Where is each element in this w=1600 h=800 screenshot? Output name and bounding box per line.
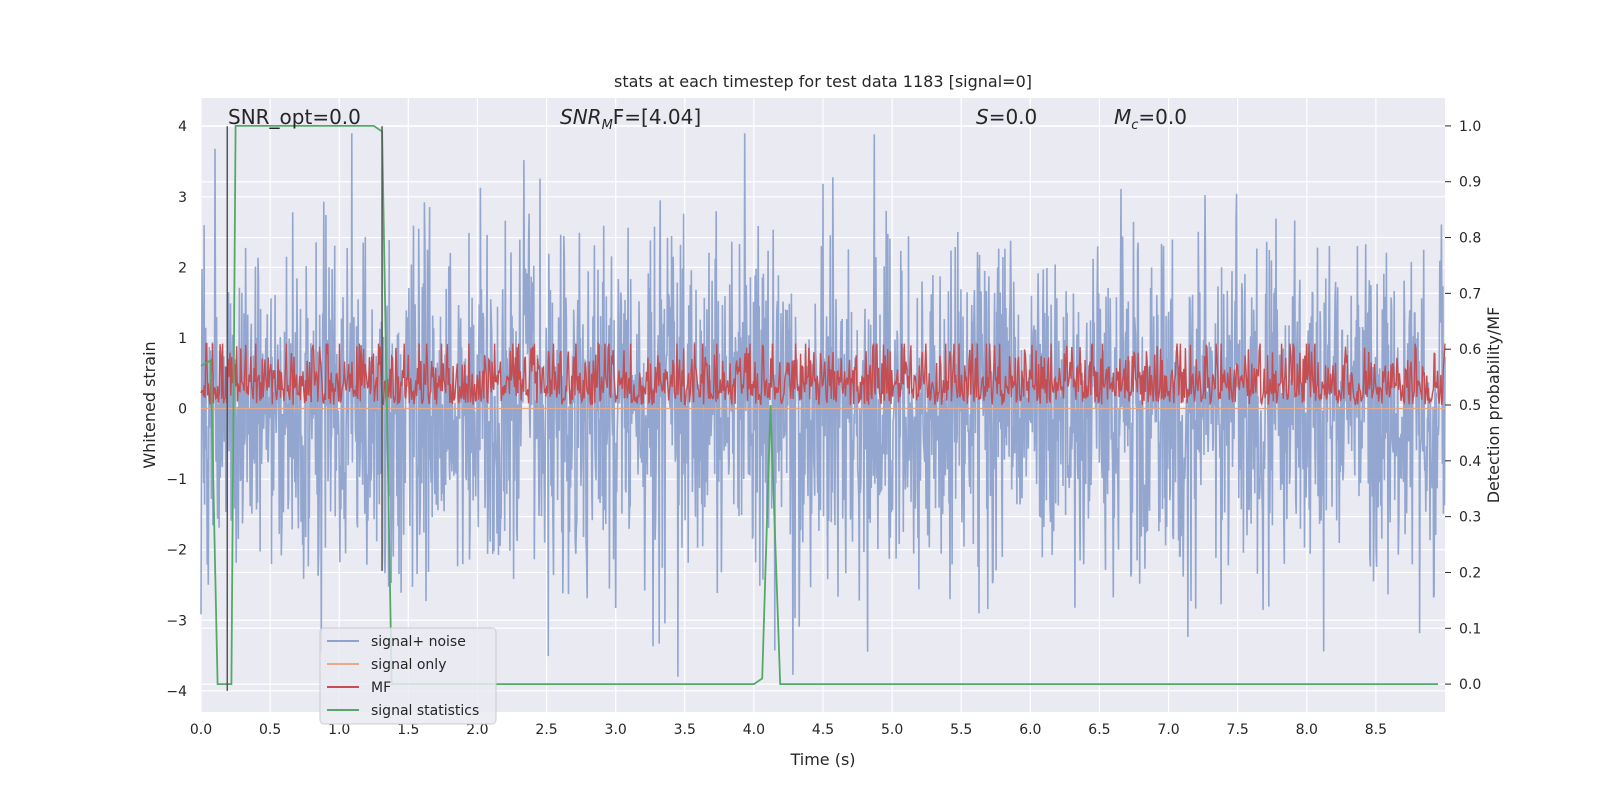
x-tick-label: 1.5: [397, 722, 419, 738]
legend-label-signal-statistics: signal statistics: [371, 703, 479, 719]
x-tick-label: 3.5: [674, 722, 696, 738]
x-tick-label: 7.0: [1157, 722, 1179, 738]
y2-tick-label: 0.7: [1459, 286, 1481, 302]
annotation-s-rest: =0.0: [989, 105, 1038, 129]
annotation-snr-mf-sub: M: [602, 118, 613, 133]
x-tick-label: 8.0: [1296, 722, 1318, 738]
annotation-snr-mf-rest: F=[4.04]: [613, 105, 701, 129]
y2-tick-label: 0.8: [1459, 231, 1481, 247]
x-tick-label: 2.0: [466, 722, 488, 738]
x-tick-label: 1.0: [328, 722, 350, 738]
legend: signal+ noise signal only MF signal stat…: [319, 627, 497, 725]
x-tick-label: 0.0: [190, 722, 212, 738]
x-tick-label: 3.0: [605, 722, 627, 738]
y2-tick-label: 0.4: [1459, 454, 1481, 470]
legend-label-signal-noise: signal+ noise: [371, 634, 466, 650]
legend-box: [319, 627, 497, 725]
x-tick-label: 2.5: [535, 722, 557, 738]
y-axis-right-label: Detection probability/MF: [1484, 307, 1503, 504]
y2-tick-label: 0.1: [1459, 621, 1481, 637]
y-tick-label: 3: [178, 190, 187, 206]
y2-tick-label: 0.5: [1459, 398, 1481, 414]
annotation-mc: Mc=0.0: [1114, 105, 1187, 133]
y-ticks: −4 −3 −2 −1 0 1 2 3 4: [166, 119, 187, 700]
annotation-snr-mf: SNRMF=[4.04]: [560, 105, 701, 133]
y2-tick-label: 0.0: [1459, 677, 1481, 693]
y2-tick-label: 0.9: [1459, 175, 1481, 191]
y-tick-label: −3: [166, 613, 187, 629]
y-tick-label: 2: [178, 260, 187, 276]
y2-tick-label: 0.3: [1459, 510, 1481, 526]
legend-label-signal-only: signal only: [371, 657, 446, 673]
y2-tick-label: 0.6: [1459, 342, 1481, 358]
y2-tick-label: 0.2: [1459, 565, 1481, 581]
x-tick-label: 6.0: [1019, 722, 1041, 738]
y-tick-label: 4: [178, 119, 187, 135]
x-tick-label: 0.5: [259, 722, 281, 738]
annotation-mc-sub: c: [1131, 118, 1138, 133]
series-mf: [200, 341, 1446, 407]
x-ticks: 0.0 0.5 1.0 1.5 2.0 2.5 3.0 3.5 4.0 4.5 5.0 5.5 6.0 6…: [190, 722, 1387, 738]
x-axis-label: Time (s): [789, 750, 855, 769]
x-tick-label: 7.5: [1227, 722, 1249, 738]
y-tick-label: −1: [166, 472, 187, 488]
x-tick-label: 4.5: [812, 722, 834, 738]
annotation-snr-mf-base: SNR: [560, 105, 602, 129]
chart-title: stats at each timestep for test data 118…: [614, 72, 1032, 91]
y-tick-label: 1: [178, 331, 187, 347]
annotation-snr-opt: SNR_opt=0.0: [228, 105, 361, 129]
y-tick-label: 0: [178, 402, 187, 418]
x-tick-label: 6.5: [1088, 722, 1110, 738]
y2-tick-label: 1.0: [1459, 119, 1481, 135]
y-axis-label: Whitened strain: [140, 341, 159, 468]
annotation-mc-rest: =0.0: [1138, 105, 1187, 129]
x-tick-label: 4.0: [743, 722, 765, 738]
legend-label-mf: MF: [371, 680, 391, 696]
y-tick-label: −2: [166, 543, 187, 559]
y2-ticks: 0.0 0.1 0.2 0.3 0.4 0.5 0.6 0.7 0.8 0.9 1.0: [1445, 119, 1481, 693]
vline-layer: [226, 126, 383, 691]
x-tick-label: 5.5: [950, 722, 972, 738]
x-tick-label: 8.5: [1365, 722, 1387, 738]
y-tick-label: −4: [166, 684, 187, 700]
annotation-s: S=0.0: [976, 105, 1037, 129]
annotation-s-base: S: [976, 105, 989, 129]
x-tick-label: 5.0: [881, 722, 903, 738]
annotation-mc-base: M: [1114, 105, 1131, 129]
